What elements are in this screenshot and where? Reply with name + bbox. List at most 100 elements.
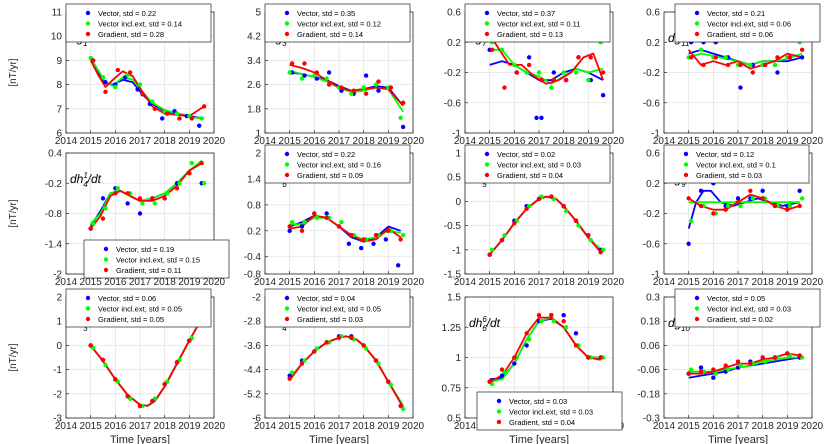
legend-marker xyxy=(694,21,700,26)
series-1-point xyxy=(512,361,517,366)
y-tick-label: 1 xyxy=(455,149,461,160)
legend-marker xyxy=(694,10,700,16)
legend-entry-label: Vector, std = 0.37 xyxy=(497,9,555,18)
series-1-point xyxy=(526,55,532,60)
series-3-point xyxy=(536,196,542,202)
legend-entry-label: Vector incl.ext, std = 0.16 xyxy=(297,161,381,170)
series-2-point xyxy=(349,91,354,96)
chart-panel-9: 2014 2015 2016 2017 2018 2019 2020 -3 -2 -1 0 1 2 [nT… xyxy=(8,288,226,444)
series-3-point xyxy=(361,237,366,242)
series-3-point xyxy=(150,398,155,404)
y-tick-label: 1 xyxy=(455,353,461,364)
series-2-point xyxy=(738,363,743,368)
x-tick-label: 2017 xyxy=(727,421,750,432)
series-2-point xyxy=(787,203,792,209)
y-axis-label: [nT/yr] xyxy=(8,343,19,372)
series-2-point xyxy=(199,116,204,121)
series-2-point xyxy=(150,99,155,104)
chart-panel-6: 2014 2015 2016 2017 2018 2019 2020 -0.8 -0.4 0.2 0… xyxy=(244,144,425,288)
series-2-point xyxy=(103,206,108,211)
y-tick-label: 4.2 xyxy=(247,32,261,43)
series-2-point xyxy=(698,47,704,53)
series-3-point xyxy=(177,116,182,121)
series-2-point xyxy=(174,111,180,116)
series-line-3 xyxy=(288,335,404,408)
x-tick-label: 2018 xyxy=(752,136,775,147)
series-3-point xyxy=(598,250,603,255)
y-tick-label: -2.8 xyxy=(244,317,262,328)
series-line-1 xyxy=(688,356,800,379)
series-2-point xyxy=(324,76,329,81)
legend-entry-label: Vector, std = 0.21 xyxy=(707,9,765,18)
legend-marker xyxy=(484,21,490,26)
x-tick-label: 2019 xyxy=(776,421,799,432)
x-tick-label: 2019 xyxy=(377,277,400,288)
legend-entry-label: Vector incl.ext, std = 0.06 xyxy=(707,20,791,29)
y-tick-label: 1.25 xyxy=(442,323,462,334)
y-tick-label: 0.6 xyxy=(447,8,461,19)
legend: Vector, std = 0.22 Vector incl.ext, std =… xyxy=(65,3,212,43)
legend: Vector, std = 0.12 Vector incl.ext, std =… xyxy=(663,144,810,184)
series-1-point xyxy=(735,196,741,201)
x-axis-label: Time [years] xyxy=(309,434,369,444)
series-2-point xyxy=(725,367,731,372)
chart-panel-2: 2014 2015 2016 2017 2018 2019 2020 1 1.8 2.6 3.4 4.… xyxy=(247,3,425,147)
series-2-point xyxy=(738,203,743,209)
y-tick-label: 0.5 xyxy=(447,173,461,184)
series-2-point xyxy=(339,219,344,225)
series-3-point xyxy=(115,67,121,73)
legend: Vector, std = 0.03 Vector incl.ext, std =… xyxy=(476,391,623,431)
x-tick-label: 2014 xyxy=(55,277,78,288)
series-3-point xyxy=(400,100,406,105)
legend-marker xyxy=(284,295,290,301)
x-tick-label: 2016 xyxy=(104,277,127,288)
chart-panel-8: 2014 2015 2016 2017 2018 2019 2020 -1 -0.6 -0.2 0.… xyxy=(643,144,824,288)
series-2-point xyxy=(189,160,194,166)
x-tick-label: 2014 xyxy=(55,421,78,432)
legend-marker xyxy=(85,316,91,322)
legend-box xyxy=(65,288,212,328)
legend-box xyxy=(264,144,411,184)
series-3-point xyxy=(586,355,591,360)
series-3-point xyxy=(772,203,778,209)
x-tick-label: 2015 xyxy=(279,136,302,147)
y-tick-label: -4.4 xyxy=(244,365,262,376)
series-3-point xyxy=(339,85,344,90)
x-tick-label: 2015 xyxy=(678,136,701,147)
series-1-point xyxy=(534,115,539,121)
series-3-point xyxy=(688,55,694,60)
legend-box xyxy=(264,3,411,43)
y-tick-label: 10 xyxy=(51,32,63,43)
chart-panel-10: 2014 2015 2016 2017 2018 2019 2020 -6 -5.2 -4.4 -3… xyxy=(244,288,425,444)
legend-entry-label: Gradient, std = 0.03 xyxy=(696,171,762,180)
series-3-point xyxy=(326,82,332,87)
series-line-3 xyxy=(688,193,800,211)
series-1-point xyxy=(524,343,529,348)
x-tick-label: 2018 xyxy=(353,421,376,432)
legend-entry-label: Gradient, std = 0.13 xyxy=(497,30,563,39)
series-3-point xyxy=(189,116,194,121)
series-1-point xyxy=(396,263,401,268)
series-1-point xyxy=(125,201,130,206)
series-3-point xyxy=(561,319,566,324)
legend-marker xyxy=(85,306,91,311)
series-3-point xyxy=(600,70,606,75)
legend-box xyxy=(464,3,611,43)
series-2-point xyxy=(100,75,106,80)
legend: Vector, std = 0.37 Vector incl.ext, std =… xyxy=(464,3,611,43)
legend-marker xyxy=(484,151,490,157)
legend-entry-label: Vector incl.ext, std = 0.15 xyxy=(116,256,200,265)
y-tick-label: -1 xyxy=(651,129,660,140)
legend-entry-label: Gradient, std = 0.04 xyxy=(497,171,563,180)
y-tick-label: -1 xyxy=(452,129,461,140)
legend-box xyxy=(476,391,623,431)
x-tick-label: 2017 xyxy=(328,277,351,288)
series-1-point xyxy=(686,241,691,246)
y-tick-label: 1 xyxy=(255,129,261,140)
series-1-point xyxy=(299,224,305,229)
series-3-point xyxy=(199,160,204,166)
chart-panel-1: 2014 2015 2016 2017 2018 2019 2020 6 7 8 9 10 11 [nT/… xyxy=(8,3,226,147)
x-tick-label: 2015 xyxy=(678,421,701,432)
legend-entry-label: Vector incl.ext, std = 0.05 xyxy=(98,305,182,314)
series-3-point xyxy=(524,331,529,336)
